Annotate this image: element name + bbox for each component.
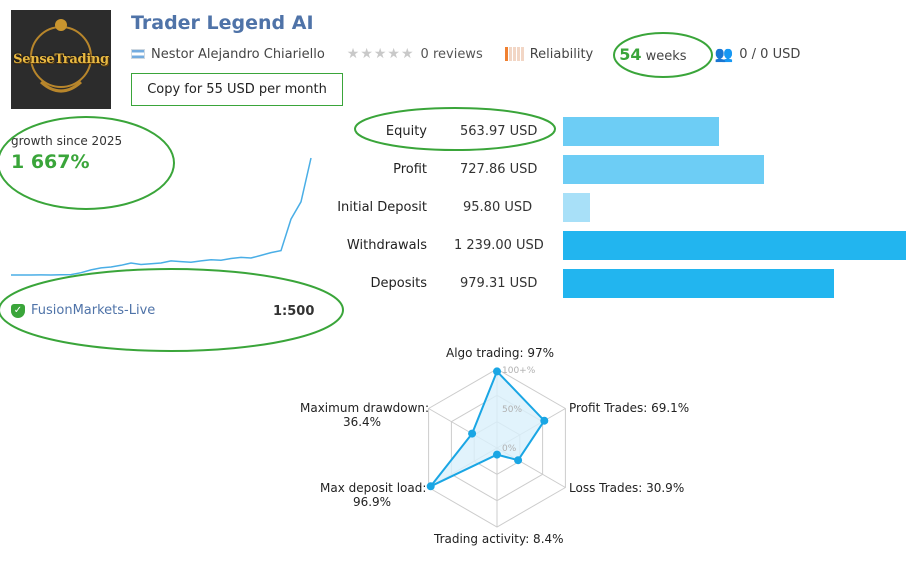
radar-axis-line (496, 408, 566, 449)
author-name[interactable]: Nestor Alejandro Chiariello (151, 46, 325, 62)
radar-point (493, 450, 501, 459)
stat-label-deposits: Deposits (370, 276, 427, 291)
logo-text: SenseTrading (13, 52, 109, 67)
stat-label-initial-deposit: Initial Deposit (337, 200, 427, 215)
radar-grid-ring (428, 368, 566, 528)
radar-axis-line (428, 408, 498, 449)
reliability-label: Reliability (529, 46, 594, 62)
radar-axis-line (496, 447, 566, 488)
radar-label-profit-trades: Profit Trades: 69.1% (569, 401, 690, 415)
stat-value-deposits: 979.31 USD (460, 276, 538, 291)
stat-bar-deposits (563, 269, 834, 298)
weeks-counter: 54 weeks (619, 45, 686, 64)
growth-line (11, 157, 312, 276)
stat-value-initial-deposit: 95.80 USD (463, 200, 533, 215)
reliability-bars-icon (504, 47, 524, 61)
radar-label-max-drawdown: Maximum drawdown: 36.4% (300, 401, 430, 429)
growth-value: 1 667% (11, 151, 90, 173)
stat-value-equity: 563.97 USD (460, 124, 538, 139)
radar-grid-ring (450, 394, 544, 502)
signal-meta-row: Nestor Alejandro Chiariello ★★★★★ 0 revi… (131, 45, 801, 64)
broker-info: ✓ FusionMarkets-Live (11, 303, 155, 318)
radar-label-loss-trades: Loss Trades: 30.9% (569, 481, 685, 495)
reviews-count[interactable]: 0 reviews (420, 46, 483, 62)
radar-scale-0: 0% (502, 444, 517, 454)
radar-label-max-deposit-load-title: Max deposit load: (320, 481, 427, 495)
signal-title[interactable]: Trader Legend AI (131, 12, 314, 34)
radar-grid-ring (473, 421, 521, 475)
stat-label-withdrawals: Withdrawals (346, 238, 427, 253)
radar-axis-line (428, 447, 498, 488)
broker-name[interactable]: FusionMarkets-Live (31, 303, 156, 318)
copy-signal-button[interactable]: Copy for 55 USD per month (131, 73, 343, 106)
radar-grid (428, 368, 566, 528)
radar-point (426, 482, 435, 491)
stat-value-profit: 727.86 USD (460, 162, 538, 177)
author-logo[interactable]: SenseTrading (11, 10, 111, 109)
radar-label-trading-activity: Trading activity: 8.4% (434, 532, 564, 546)
radar-scale-100: 100+% (502, 366, 536, 376)
weeks-label: weeks (645, 48, 687, 64)
leverage-value: 1:500 (273, 304, 315, 319)
growth-label: growth since 2025 (11, 134, 123, 148)
argentina-flag-icon (131, 49, 145, 59)
rating-stars-icon[interactable]: ★★★★★ (346, 46, 415, 62)
radar-scale-50: 50% (502, 405, 522, 415)
stat-label-equity: Equity (385, 124, 427, 139)
subscribers-icon: 👥 (714, 45, 734, 63)
radar-label-algo-trading: Algo trading: 97% (446, 346, 555, 360)
radar-point (468, 429, 477, 438)
radar-shape (429, 369, 546, 488)
logo-ornament-icon (30, 19, 92, 93)
radar-point (540, 416, 549, 425)
radar-label-max-deposit-load: Max deposit load: 96.9% (320, 481, 427, 509)
radar-point (514, 456, 523, 465)
stat-label-profit: Profit (393, 162, 427, 177)
stat-bar-profit (563, 155, 764, 184)
radar-label-max-drawdown-value: 36.4% (342, 415, 382, 429)
stat-bar-initial-deposit (563, 193, 590, 222)
radar-label-max-deposit-load-value: 96.9% (352, 495, 392, 509)
radar-label-max-drawdown-title: Maximum drawdown: (300, 401, 430, 415)
stat-value-withdrawals: 1 239.00 USD (454, 238, 544, 253)
weeks-value: 54 (619, 44, 642, 64)
radar-point (493, 367, 501, 376)
verified-shield-icon: ✓ (11, 303, 25, 318)
radar-dots (426, 367, 549, 491)
subscribers-value: 0 / 0 USD (739, 46, 801, 62)
stat-bar-withdrawals (563, 231, 906, 260)
stat-bar-equity (563, 117, 719, 146)
